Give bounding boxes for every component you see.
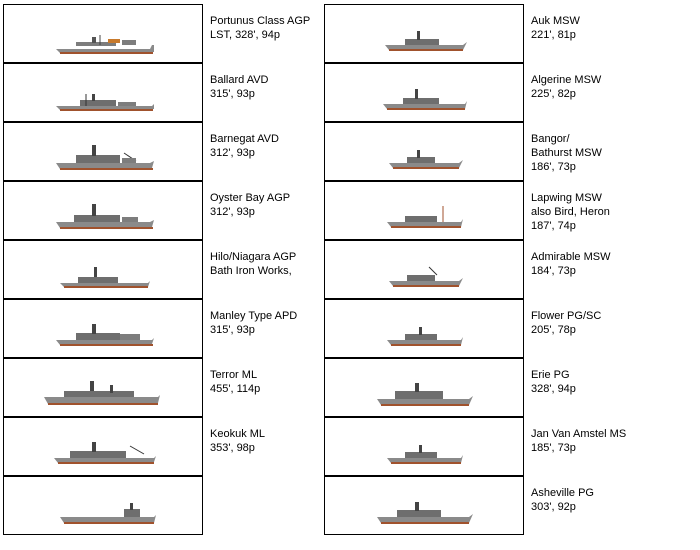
caption-line-2: 225', 82p	[531, 88, 576, 100]
ship-thumbnail[interactable]	[3, 122, 203, 181]
ship-caption: Hilo/Niagara AGP Bath Iron Works,	[210, 250, 330, 278]
ship-caption: Manley Type APD 315', 93p	[210, 309, 330, 337]
caption-line-2: 328', 94p	[531, 383, 576, 395]
ship-caption: Terror ML 455', 114p	[210, 368, 330, 396]
caption-line-2: 205', 78p	[531, 324, 576, 336]
ship-silhouette-icon	[60, 503, 156, 524]
ship-silhouette-icon	[387, 445, 463, 464]
caption-line-2: 315', 93p	[210, 88, 255, 100]
ship-caption: Erie PG 328', 94p	[531, 368, 651, 396]
ship-silhouette-icon	[377, 383, 473, 406]
ship-thumbnail[interactable]	[3, 63, 203, 122]
ship-silhouette-icon	[56, 145, 154, 170]
ship-silhouette-icon	[389, 266, 463, 287]
caption-line-1: Asheville PG	[531, 487, 594, 499]
ship-caption: Auk MSW 221', 81p	[531, 14, 651, 42]
ship-silhouette-icon	[383, 89, 467, 110]
ship-silhouette-icon	[44, 381, 160, 405]
ship-caption: Admirable MSW 184', 73p	[531, 250, 651, 278]
ship-thumbnail[interactable]	[3, 358, 203, 417]
ship-thumbnail[interactable]	[324, 299, 524, 358]
ship-silhouette-icon	[385, 31, 467, 51]
ship-caption: Algerine MSW 225', 82p	[531, 73, 651, 101]
ship-caption: Barnegat AVD 312', 93p	[210, 132, 330, 160]
ship-caption: Bangor/ Bathurst MSW 186', 73p	[531, 132, 651, 174]
caption-line-2: 184', 73p	[531, 265, 576, 277]
caption-line-2: 303', 92p	[531, 501, 576, 513]
caption-line-1: Bangor/	[531, 133, 570, 145]
caption-line-1: Algerine MSW	[531, 74, 602, 86]
ship-thumbnail[interactable]	[3, 476, 203, 535]
caption-line-2: 353', 98p	[210, 442, 255, 454]
ship-thumbnail[interactable]	[3, 240, 203, 299]
ship-caption: Oyster Bay AGP 312', 93p	[210, 191, 330, 219]
caption-line-1: Admirable MSW	[531, 251, 611, 263]
caption-line-1: Auk MSW	[531, 15, 580, 27]
ship-caption: Jan Van Amstel MS 185', 73p	[531, 427, 651, 455]
caption-line-1: Oyster Bay AGP	[210, 192, 291, 204]
ship-thumbnail[interactable]	[324, 122, 524, 181]
caption-line-1: Lapwing MSW	[531, 192, 602, 204]
caption-line-3: 187', 74p	[531, 220, 576, 232]
ship-thumbnail[interactable]	[324, 63, 524, 122]
caption-line-1: Terror ML	[210, 369, 258, 381]
caption-line-1: Jan Van Amstel MS	[531, 428, 627, 440]
caption-line-2: 312', 93p	[210, 147, 255, 159]
ship-silhouette-icon	[387, 327, 463, 346]
caption-line-1: Portunus Class AGP	[210, 15, 311, 27]
ship-silhouette-icon	[56, 324, 154, 346]
caption-line-1: Flower PG/SC	[531, 310, 602, 322]
ship-silhouette-icon	[56, 94, 154, 111]
caption-line-2: 455', 114p	[210, 383, 261, 395]
ship-thumbnail[interactable]	[324, 417, 524, 476]
ship-thumbnail[interactable]	[3, 181, 203, 240]
caption-line-2: Bath Iron Works,	[210, 265, 292, 277]
caption-line-1: Hilo/Niagara AGP	[210, 251, 297, 263]
ship-caption: Lapwing MSW also Bird, Heron 187', 74p	[531, 191, 651, 233]
ship-caption: Keokuk ML 353', 98p	[210, 427, 330, 455]
caption-line-3: 186', 73p	[531, 161, 576, 173]
ship-caption: Flower PG/SC 205', 78p	[531, 309, 651, 337]
ship-thumbnail[interactable]	[324, 4, 524, 63]
ship-silhouette-icon	[389, 150, 463, 169]
caption-line-1: Keokuk ML	[210, 428, 266, 440]
ship-thumbnail[interactable]	[324, 358, 524, 417]
ship-caption: Portunus Class AGP LST, 328', 94p	[210, 14, 330, 42]
ship-silhouette-icon	[60, 267, 150, 288]
caption-line-2: Bathurst MSW	[531, 147, 602, 159]
ship-thumbnail[interactable]	[324, 476, 524, 535]
ship-silhouette-icon	[56, 35, 154, 54]
ship-thumbnail[interactable]	[3, 417, 203, 476]
ship-thumbnail[interactable]	[324, 181, 524, 240]
ship-caption: Asheville PG 303', 92p	[531, 486, 651, 514]
ship-silhouette-icon	[377, 502, 473, 524]
ship-thumbnail[interactable]	[3, 299, 203, 358]
ship-silhouette-icon	[387, 206, 463, 228]
caption-line-2: also Bird, Heron	[531, 206, 610, 218]
caption-line-2: 185', 73p	[531, 442, 576, 454]
ship-caption: Ballard AVD 315', 93p	[210, 73, 330, 101]
ship-silhouette-icon	[54, 442, 156, 464]
caption-line-2: 312', 93p	[210, 206, 255, 218]
caption-line-2: 315', 93p	[210, 324, 255, 336]
caption-line-2: 221', 81p	[531, 29, 576, 41]
caption-line-2: LST, 328', 94p	[210, 29, 280, 41]
ship-silhouette-icon	[56, 204, 154, 229]
ship-thumbnail[interactable]	[324, 240, 524, 299]
caption-line-1: Erie PG	[531, 369, 570, 381]
caption-line-1: Manley Type APD	[210, 310, 298, 322]
ship-thumbnail[interactable]	[3, 4, 203, 63]
caption-line-1: Barnegat AVD	[210, 133, 279, 145]
caption-line-1: Ballard AVD	[210, 74, 269, 86]
